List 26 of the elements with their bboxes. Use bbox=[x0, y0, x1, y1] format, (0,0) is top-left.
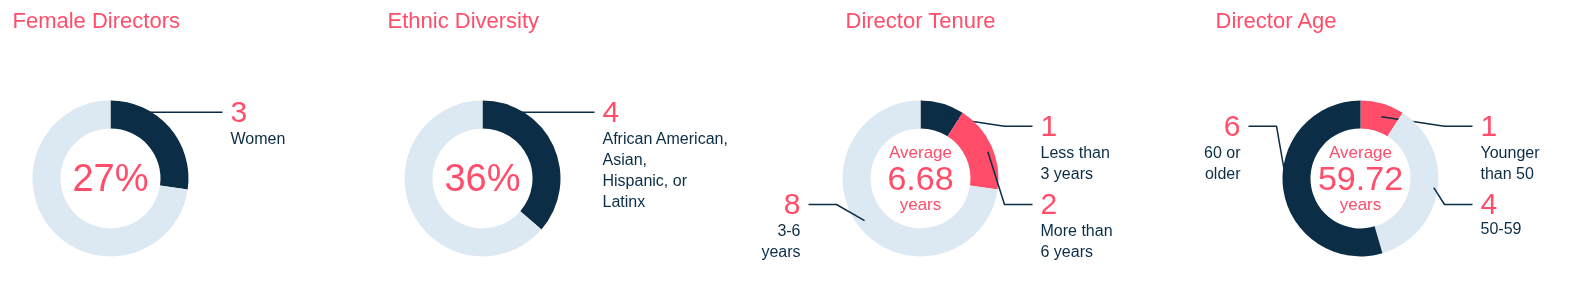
data-label: 4 bbox=[1480, 187, 1498, 221]
slice-label: Younger than 50 bbox=[1480, 143, 1541, 182]
text: years bbox=[1339, 194, 1382, 214]
text: Average bbox=[1328, 142, 1393, 162]
slice-label: 60 or older bbox=[1204, 143, 1242, 182]
data-label: 1 bbox=[1480, 109, 1498, 143]
data-label: 6 bbox=[1223, 109, 1241, 143]
chart-title: Director Age bbox=[1215, 7, 1337, 33]
slice-label: 50-59 bbox=[1480, 219, 1522, 237]
data-label: 1 bbox=[1040, 109, 1058, 143]
data-label: 8 bbox=[783, 187, 801, 221]
data-label: 2 bbox=[1040, 187, 1058, 221]
slice-label: African American, Asian, Hispanic, or Latinx bbox=[602, 129, 728, 211]
text: 36% bbox=[444, 157, 521, 200]
slice-label: More than 6 years bbox=[1040, 221, 1113, 261]
chart-title: Female Directors bbox=[12, 7, 180, 33]
text: years bbox=[899, 194, 942, 214]
data-label: 4 bbox=[602, 95, 620, 129]
slice-label: 3-6 years bbox=[761, 221, 801, 261]
chart-title: Director Tenure bbox=[845, 7, 996, 33]
slice-label: Less than 3 years bbox=[1040, 143, 1110, 182]
slice-label: Women bbox=[230, 129, 286, 147]
text: Average bbox=[888, 142, 953, 162]
text: 27% bbox=[72, 157, 149, 200]
data-label: 3 bbox=[230, 95, 248, 129]
chart-title: Ethnic Diversity bbox=[387, 7, 540, 33]
